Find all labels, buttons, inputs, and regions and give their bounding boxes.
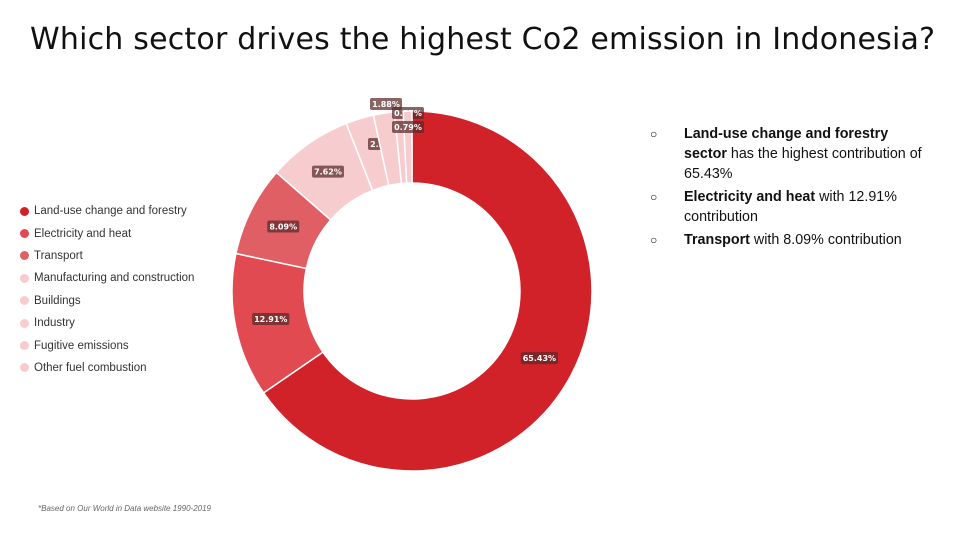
legend-item: Land-use change and forestry <box>20 200 194 222</box>
legend-swatch <box>20 318 29 328</box>
legend-swatch <box>20 341 29 351</box>
legend-item: Fugitive emissions <box>20 334 194 356</box>
insight-text: with 8.09% contribution <box>749 232 902 248</box>
legend-label: Manufacturing and construction <box>34 272 195 285</box>
legend-item: Manufacturing and construction <box>20 267 194 289</box>
donut-slice <box>262 110 593 472</box>
insight-item: ○ Electricity and heat with 12.91% contr… <box>650 187 930 227</box>
legend-swatch <box>20 206 29 216</box>
slice-value-label: 8.09% <box>267 220 300 233</box>
chart-legend: Land-use change and forestry Electricity … <box>20 200 194 379</box>
legend-swatch <box>20 273 29 283</box>
bullet-marker: ○ <box>650 190 658 204</box>
legend-swatch <box>20 296 29 306</box>
bullet-marker: ○ <box>650 127 658 141</box>
slide-title: Which sector drives the highest Co2 emis… <box>30 22 936 57</box>
value-label-text: 65.43% <box>523 354 556 363</box>
insight-text: with 12.91% contribution <box>684 189 897 225</box>
legend-swatch <box>20 229 29 239</box>
legend-item: Industry <box>20 312 194 334</box>
legend-item: Buildings <box>20 290 194 312</box>
value-label-box <box>392 121 424 133</box>
value-label-box <box>311 165 344 178</box>
legend-label: Land-use change and forestry <box>34 205 187 218</box>
legend-label: Fugitive emissions <box>34 339 129 352</box>
insight-item: ○ Transport with 8.09% contribution <box>650 230 930 250</box>
value-label-box <box>252 313 290 326</box>
legend-swatch <box>20 363 29 373</box>
value-label-text: 8.09% <box>269 223 297 232</box>
slice-value-label: 12.91% <box>252 313 290 326</box>
legend-label: Transport <box>34 249 83 262</box>
value-label-text: 1.88% <box>372 100 400 109</box>
insight-text: has the highest contribution of 65.43% <box>684 146 922 182</box>
value-label-text: 7.62% <box>314 168 342 177</box>
value-label-text: 12.91% <box>254 315 287 324</box>
value-label-text: 0.79% <box>394 123 422 132</box>
legend-label: Other fuel combustion <box>34 361 147 374</box>
insight-bold: Electricity and heat <box>684 189 816 205</box>
source-footnote: *Based on Our World in Data website 1990… <box>38 504 211 513</box>
legend-item: Transport <box>20 245 194 267</box>
insight-item: ○ Land-use change and forestry sector ha… <box>650 124 930 184</box>
insight-bold: Transport <box>684 232 750 248</box>
legend-label: Buildings <box>34 294 81 307</box>
legend-item: Other fuel combustion <box>20 357 194 379</box>
value-label-box <box>267 220 300 233</box>
insight-bold: Land-use change and forestry sector <box>684 126 889 162</box>
slice-value-label: 7.62% <box>311 165 344 178</box>
slice-value-label: 65.43% <box>520 352 559 365</box>
value-label-box <box>520 352 559 365</box>
insights-list: ○ Land-use change and forestry sector ha… <box>650 124 930 253</box>
legend-item: Electricity and heat <box>20 222 194 244</box>
legend-label: Industry <box>34 317 75 330</box>
legend-label: Electricity and heat <box>34 227 132 240</box>
legend-swatch <box>20 251 29 261</box>
bullet-marker: ○ <box>650 233 658 247</box>
slice-value-label: 0.79% <box>392 121 424 133</box>
